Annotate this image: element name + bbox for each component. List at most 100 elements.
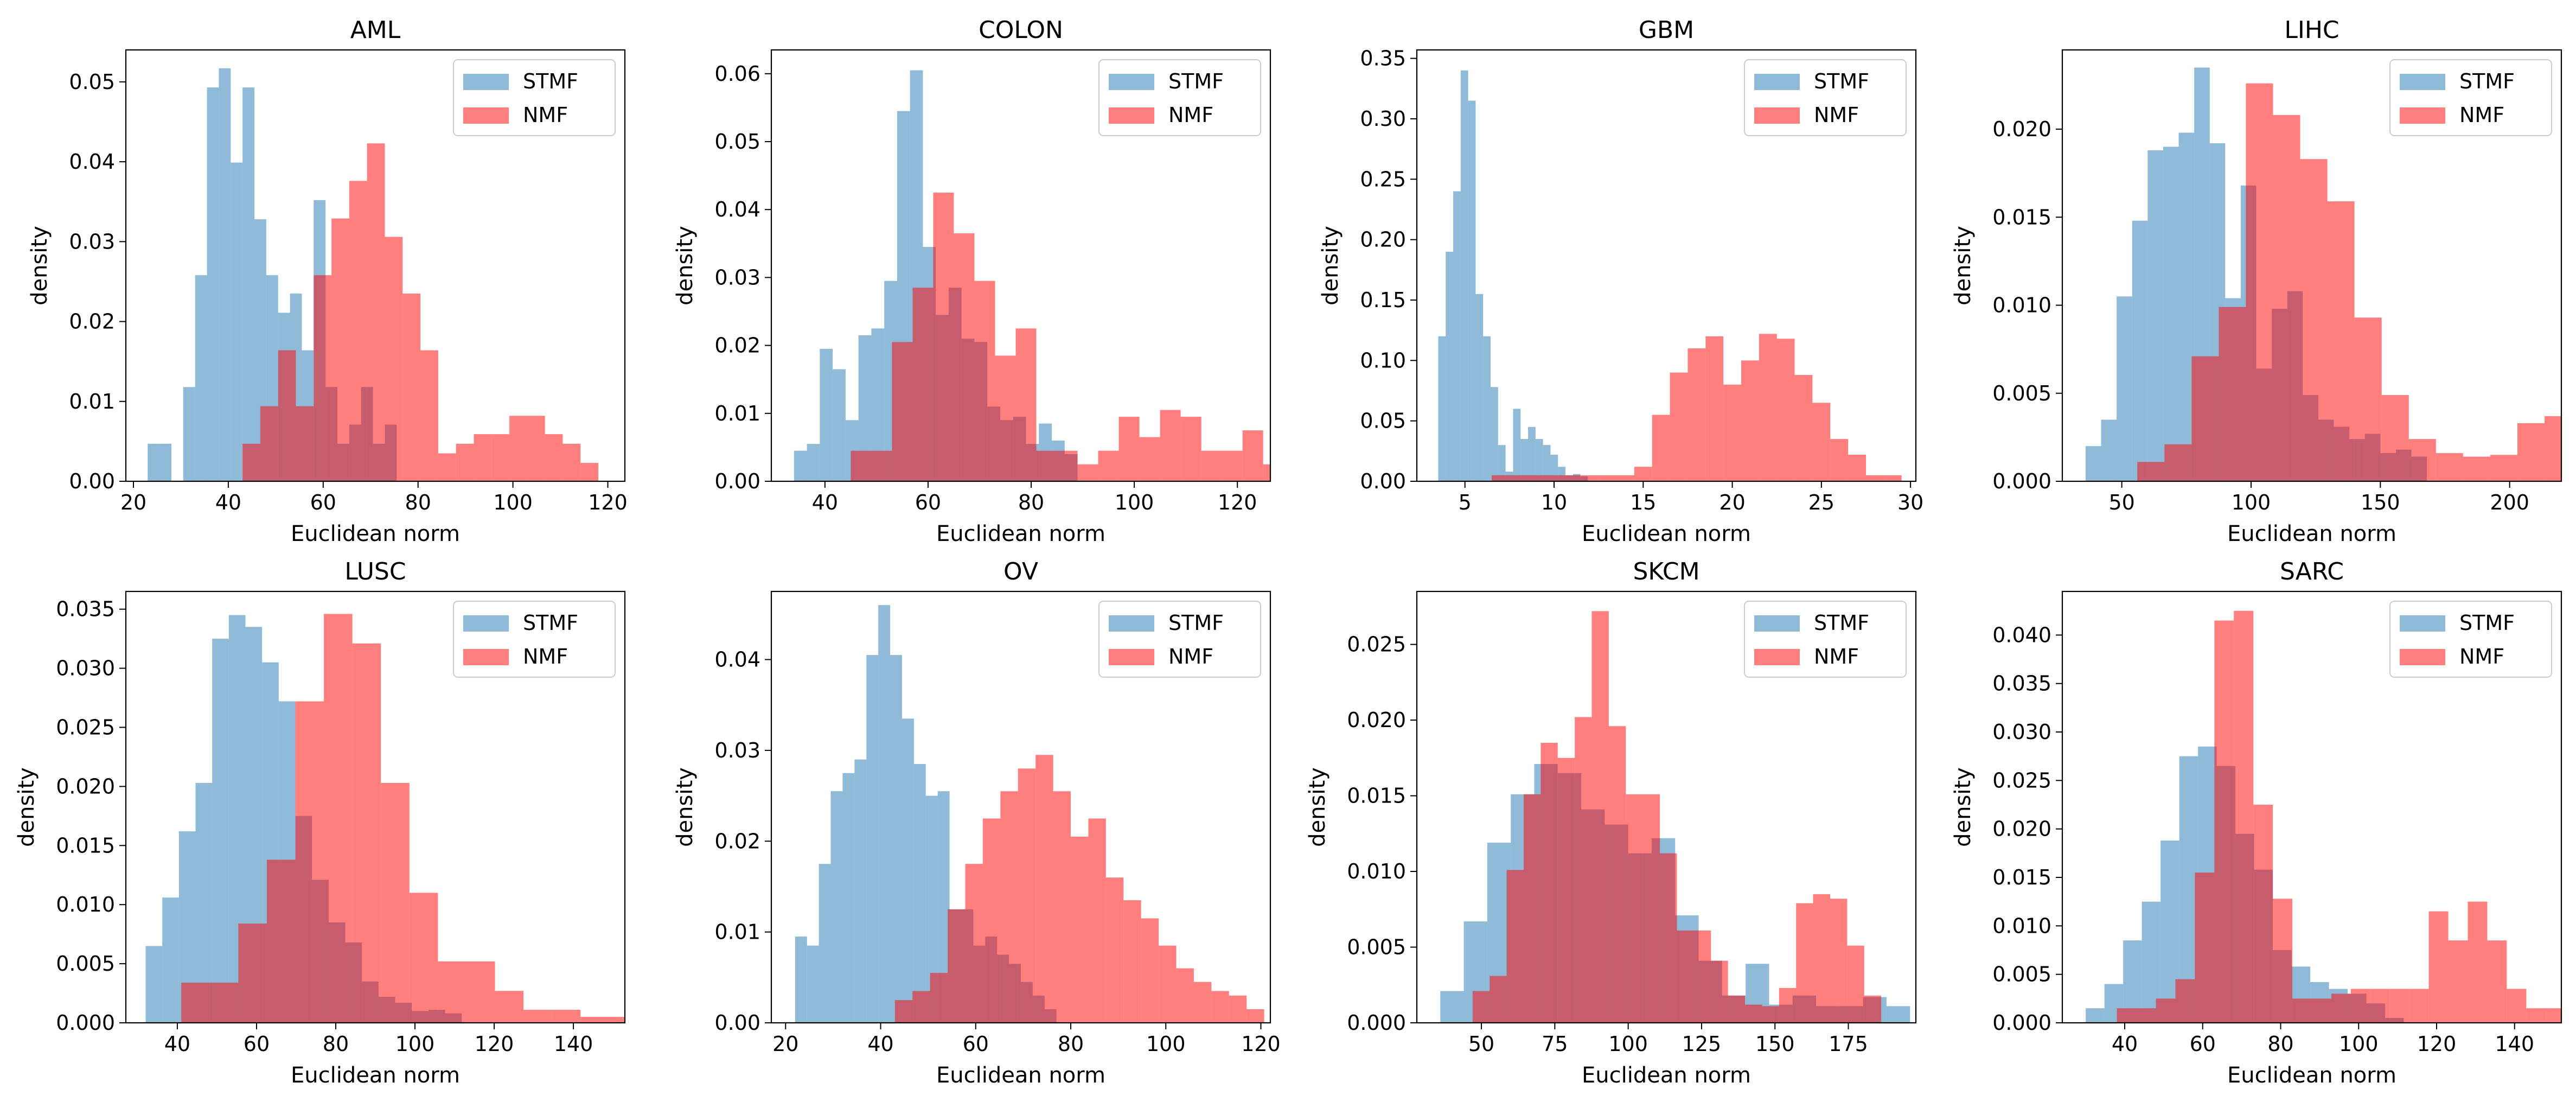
nmf-bar <box>509 416 527 481</box>
x-tick-label: 50 <box>2108 491 2134 514</box>
nmf-bar <box>1864 995 1882 1023</box>
x-tick-label: 80 <box>323 1032 349 1056</box>
x-tick-label: 80 <box>2267 1032 2293 1056</box>
stmf-bar <box>1446 251 1454 481</box>
x-tick-label: 100 <box>1608 1032 1648 1056</box>
subplot-title: COLON <box>979 16 1063 44</box>
x-tick-label: 120 <box>2417 1032 2457 1056</box>
stmf-legend-swatch <box>1754 615 1800 632</box>
x-axis-label: Euclidean norm <box>1582 1063 1751 1088</box>
stmf-bar <box>148 443 160 481</box>
stmf-bar <box>1491 387 1498 481</box>
nmf-bar <box>912 991 930 1023</box>
y-tick-label: 0.10 <box>1360 348 1406 372</box>
nmf-bar <box>2117 1008 2137 1023</box>
nmf-bar <box>2164 444 2192 481</box>
nmf-bar <box>1866 475 1884 481</box>
x-tick-label: 25 <box>1808 491 1834 514</box>
nmf-bar <box>1506 870 1524 1023</box>
nmf-bar <box>1728 995 1746 1023</box>
nmf-bar <box>2327 201 2355 481</box>
nmf-bar <box>1159 945 1177 1023</box>
stmf-bar <box>866 655 879 1023</box>
nmf-bar <box>1741 360 1759 481</box>
y-axis-label: density <box>673 767 698 847</box>
nmf-bar <box>314 275 332 481</box>
nmf-bar <box>331 218 349 481</box>
stmf-bar <box>795 937 807 1023</box>
x-tick-label: 5 <box>1459 491 1472 514</box>
y-tick-label: 0.02 <box>714 334 760 358</box>
axes-frame <box>2061 49 2562 482</box>
nmf-bar <box>1036 450 1057 481</box>
nmf-bar <box>1180 417 1201 481</box>
x-tick-label: 100 <box>2232 491 2271 514</box>
x-tick-label: 60 <box>915 491 941 514</box>
x-tick-label: 140 <box>2495 1032 2534 1056</box>
nmf-bar <box>1071 836 1089 1023</box>
nmf-bar <box>527 416 545 481</box>
nmf-bar <box>1723 384 1741 481</box>
nmf-bar <box>1652 415 1670 481</box>
stmf-bar <box>162 897 179 1023</box>
x-tick-label: 80 <box>1018 491 1044 514</box>
stmf-bar <box>807 945 819 1023</box>
y-tick-label: 0.04 <box>714 648 760 672</box>
x-tick-label: 75 <box>1542 1032 1568 1056</box>
x-axis-label: Euclidean norm <box>291 1063 460 1088</box>
nmf-legend-swatch <box>2400 107 2445 124</box>
y-axis-label: density <box>1951 767 1976 847</box>
stmf-bar <box>1438 336 1446 481</box>
x-tick-label: 100 <box>1115 491 1154 514</box>
subplot-title: LIHC <box>2284 16 2339 44</box>
nmf-bar <box>1711 960 1728 1023</box>
legend: STMF NMF <box>453 59 616 136</box>
bars <box>148 68 599 481</box>
bars <box>795 605 1264 1023</box>
nmf-bar <box>1847 945 1864 1023</box>
nmf-bar <box>2354 317 2382 481</box>
nmf-legend-swatch <box>1109 107 1154 124</box>
x-tick-label: 120 <box>1241 1032 1281 1056</box>
stmf-legend-label: STMF <box>523 611 578 635</box>
y-tick-label: 0.000 <box>1347 1011 1406 1035</box>
nmf-bar <box>1527 475 1545 481</box>
x-tick-label: 30 <box>1897 491 1923 514</box>
axes-frame <box>2061 590 2562 1024</box>
y-tick-label: 0.04 <box>69 150 115 174</box>
stmf-legend-swatch <box>2400 615 2445 632</box>
stmf-bar <box>2117 296 2132 481</box>
stmf-bar <box>1468 100 1476 481</box>
y-axis-label: density <box>673 226 698 305</box>
nmf-bar <box>2300 159 2328 481</box>
nmf-bar <box>1105 877 1124 1023</box>
subplot-colon: 40 60 80 100 120 0.00 0.01 0.02 0.03 0.04 0.05 0.06… <box>673 16 1271 546</box>
nmf-bar <box>1229 995 1247 1023</box>
stmf-legend-label: STMF <box>1168 69 1224 93</box>
stmf-bar <box>219 68 231 481</box>
nmf-bar <box>1193 982 1212 1023</box>
y-tick-label: 0.010 <box>1992 294 2051 317</box>
nmf-bar <box>491 434 510 481</box>
nmf-bar <box>1472 991 1490 1023</box>
nmf-bar <box>2273 899 2293 1023</box>
nmf-bar <box>1541 742 1558 1023</box>
y-tick-label: 0.015 <box>1992 205 2051 229</box>
stmf-bar <box>242 87 254 481</box>
y-tick-label: 0.05 <box>69 70 115 94</box>
y-tick-label: 0.035 <box>56 597 115 621</box>
bars <box>1440 611 1910 1023</box>
x-tick-label: 100 <box>2339 1032 2379 1056</box>
stmf-bar <box>159 443 171 481</box>
nmf-bar <box>324 614 353 1023</box>
y-tick-label: 0.02 <box>714 829 760 853</box>
stmf-legend-swatch <box>1109 74 1154 90</box>
nmf-bar <box>266 859 296 1023</box>
nmf-bar <box>1660 853 1677 1023</box>
x-tick-label: 10 <box>1541 491 1567 514</box>
y-tick-label: 0.06 <box>714 62 760 86</box>
stmf-bar <box>1498 445 1506 481</box>
nmf-bar <box>402 294 421 481</box>
legend: STMF NMF <box>2389 601 2552 678</box>
axes-frame <box>125 49 626 482</box>
